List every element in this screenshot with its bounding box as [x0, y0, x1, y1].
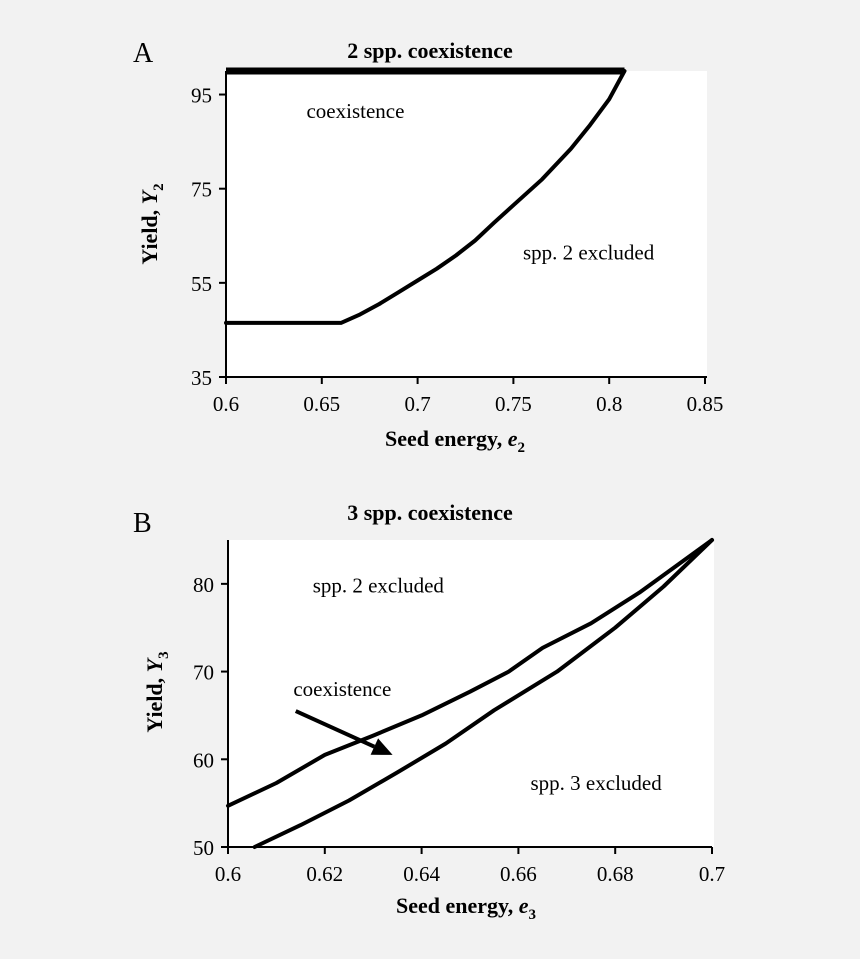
panel-b-plot-area — [228, 540, 714, 847]
panel-b-x-axis-label: Seed energy, e3 — [396, 893, 536, 923]
panel-a-y-axis-label: Yield, Y2 — [137, 183, 167, 264]
b-y-tick-label: 50 — [193, 836, 214, 860]
panel-a: A 2 spp. coexistence 0.6 0.65 0.7 0.75 0.8 0.… — [133, 38, 723, 456]
a-x-tick-label: 0.8 — [596, 392, 622, 416]
panel-b-letter: B — [133, 508, 152, 539]
b-annotation-coexistence: coexistence — [293, 677, 391, 701]
b-y-tick-label: 70 — [193, 661, 214, 685]
b-x-tick-label: 0.66 — [500, 862, 537, 886]
panel-b-ticks: 0.6 0.62 0.64 0.66 0.68 0.7 50 60 70 80 — [193, 573, 725, 886]
b-annotation-spp-2-excluded: spp. 2 excluded — [313, 574, 445, 598]
panel-a-x-axis-label: Seed energy, e2 — [385, 426, 525, 456]
a-y-tick-label: 95 — [191, 84, 212, 108]
a-y-tick-label: 75 — [191, 178, 212, 202]
b-x-tick-label: 0.64 — [403, 862, 440, 886]
a-annotation-coexistence: coexistence — [306, 99, 404, 123]
b-annotation-spp-3-excluded: spp. 3 excluded — [531, 771, 663, 795]
panel-b-y-axis-label: Yield, Y3 — [142, 651, 172, 732]
panel-a-annotations: coexistence spp. 2 excluded — [306, 99, 654, 264]
b-series-upper-boundary — [226, 538, 714, 808]
panel-b-title: 3 spp. coexistence — [347, 500, 513, 525]
panel-b-annotations: spp. 2 excluded coexistence spp. 3 exclude… — [293, 574, 662, 795]
a-y-tick-label: 55 — [191, 272, 212, 296]
a-series-boundary — [224, 69, 627, 325]
b-arrow-shaft — [294, 709, 376, 749]
a-y-tick-label: 35 — [191, 366, 212, 390]
a-x-tick-label: 0.6 — [213, 392, 239, 416]
b-series-lower-boundary — [252, 538, 714, 849]
a-x-tick-label: 0.75 — [495, 392, 532, 416]
b-x-tick-label: 0.6 — [215, 862, 241, 886]
panel-a-title: 2 spp. coexistence — [347, 38, 513, 63]
b-x-tick-label: 0.68 — [597, 862, 634, 886]
panel-b: B 3 spp. coexistence 0.6 0.62 0.64 0.66 0.68… — [133, 500, 725, 923]
panel-a-series — [224, 67, 627, 325]
b-y-tick-label: 60 — [193, 748, 214, 772]
b-x-tick-label: 0.62 — [306, 862, 343, 886]
a-x-tick-label: 0.85 — [687, 392, 724, 416]
panel-a-ticks: 0.6 0.65 0.7 0.75 0.8 0.85 35 55 75 95 — [191, 84, 723, 416]
a-x-tick-label: 0.7 — [404, 392, 430, 416]
panel-a-plot-area — [226, 71, 707, 377]
panel-a-letter: A — [133, 38, 154, 69]
a-x-tick-label: 0.65 — [303, 392, 340, 416]
b-y-tick-label: 80 — [193, 573, 214, 597]
panel-b-series — [226, 538, 714, 849]
b-x-tick-label: 0.7 — [699, 862, 725, 886]
a-annotation-spp-2-excluded: spp. 2 excluded — [523, 240, 655, 264]
b-arrow-head-icon — [370, 738, 393, 755]
